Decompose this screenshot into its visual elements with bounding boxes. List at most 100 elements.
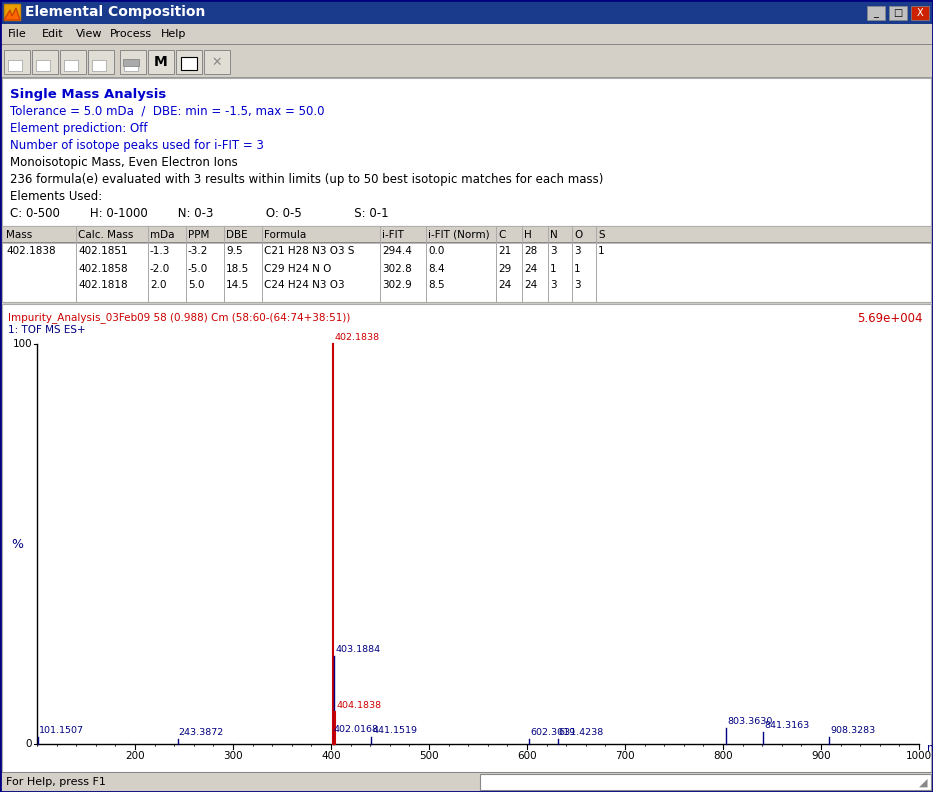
Text: 302.9: 302.9 <box>382 280 411 291</box>
Text: H: H <box>524 230 532 239</box>
Text: Elemental Composition: Elemental Composition <box>25 5 205 19</box>
Text: mDa: mDa <box>150 230 174 239</box>
Text: 900: 900 <box>811 751 830 761</box>
Bar <box>8 60 22 71</box>
Text: M: M <box>154 55 168 69</box>
Text: 8.5: 8.5 <box>428 280 445 291</box>
Bar <box>0 77 933 78</box>
Text: %: % <box>11 538 23 550</box>
Text: 0: 0 <box>25 739 32 749</box>
Text: 700: 700 <box>615 751 634 761</box>
Text: Elements Used:: Elements Used: <box>10 190 103 203</box>
Text: C: C <box>498 230 506 239</box>
Text: 18.5: 18.5 <box>226 264 249 273</box>
Text: 1: TOF MS ES+: 1: TOF MS ES+ <box>8 325 86 335</box>
Bar <box>60 50 86 74</box>
Polygon shape <box>4 8 20 20</box>
Bar <box>889 6 907 20</box>
Text: m/z: m/z <box>927 743 933 753</box>
Text: Monoisotopic Mass, Even Electron Ions: Monoisotopic Mass, Even Electron Ions <box>10 156 238 169</box>
Text: 200: 200 <box>125 751 145 761</box>
Text: 441.1519: 441.1519 <box>372 725 417 735</box>
Text: N: N <box>550 230 558 239</box>
Bar <box>64 60 78 71</box>
Text: Number of isotope peaks used for i-FIT = 3: Number of isotope peaks used for i-FIT =… <box>10 139 264 152</box>
Text: 101.1507: 101.1507 <box>39 725 84 735</box>
Text: 602.3019: 602.3019 <box>530 728 576 737</box>
Bar <box>148 50 174 74</box>
Text: □: □ <box>894 8 902 18</box>
Bar <box>32 50 58 74</box>
Text: Element prediction: Off: Element prediction: Off <box>10 122 147 135</box>
Text: 403.1884: 403.1884 <box>335 645 381 654</box>
Text: PPM: PPM <box>188 230 209 239</box>
Text: 5.0: 5.0 <box>188 280 204 291</box>
Text: 28: 28 <box>524 246 537 257</box>
Text: 908.3283: 908.3283 <box>830 725 875 735</box>
Text: 9.5: 9.5 <box>226 246 243 257</box>
Text: 5.69e+004: 5.69e+004 <box>857 312 923 325</box>
Text: -2.0: -2.0 <box>150 264 170 273</box>
Text: S: S <box>598 230 605 239</box>
Bar <box>0 77 933 78</box>
Bar <box>120 50 146 74</box>
Text: ✕: ✕ <box>212 55 222 68</box>
Text: 803.3630: 803.3630 <box>728 717 773 726</box>
Bar <box>480 774 931 790</box>
Bar <box>2 304 931 772</box>
Text: View: View <box>76 29 103 39</box>
Bar <box>176 50 202 74</box>
Text: C29 H24 N O: C29 H24 N O <box>264 264 331 273</box>
Text: 14.5: 14.5 <box>226 280 249 291</box>
Bar <box>0 44 933 45</box>
Text: 24: 24 <box>524 280 537 291</box>
Bar <box>0 24 933 44</box>
Text: 402.0168: 402.0168 <box>334 725 379 734</box>
Text: 3: 3 <box>574 280 580 291</box>
Text: -3.2: -3.2 <box>188 246 208 257</box>
Text: 400: 400 <box>321 751 341 761</box>
Text: Impurity_Analysis_03Feb09 58 (0.988) Cm (58:60-(64:74+38:51)): Impurity_Analysis_03Feb09 58 (0.988) Cm … <box>8 312 351 323</box>
Text: 3: 3 <box>550 246 557 257</box>
Text: Help: Help <box>160 29 186 39</box>
Text: _: _ <box>873 8 879 18</box>
Text: 243.3872: 243.3872 <box>178 728 224 737</box>
Text: 402.1838: 402.1838 <box>334 333 380 342</box>
Bar <box>0 772 933 773</box>
Text: C21 H28 N3 O3 S: C21 H28 N3 O3 S <box>264 246 355 257</box>
Text: -1.3: -1.3 <box>150 246 171 257</box>
Bar <box>123 59 139 66</box>
Text: 600: 600 <box>517 751 536 761</box>
Bar <box>88 50 114 74</box>
Text: 300: 300 <box>223 751 243 761</box>
Text: C: 0-500        H: 0-1000        N: 0-3              O: 0-5              S: 0-1: C: 0-500 H: 0-1000 N: 0-3 O: 0-5 S: 0-1 <box>10 207 389 220</box>
Text: 3: 3 <box>550 280 557 291</box>
Text: 1000: 1000 <box>906 751 932 761</box>
Text: 631.4238: 631.4238 <box>559 728 604 737</box>
Bar <box>911 6 929 20</box>
Text: Formula: Formula <box>264 230 306 239</box>
Text: 500: 500 <box>419 751 439 761</box>
Bar <box>181 57 197 70</box>
Text: 294.4: 294.4 <box>382 246 411 257</box>
Text: DBE: DBE <box>226 230 247 239</box>
Text: ◢: ◢ <box>918 778 927 788</box>
Text: 21: 21 <box>498 246 511 257</box>
Text: For Help, press F1: For Help, press F1 <box>6 777 105 787</box>
Text: Process: Process <box>110 29 152 39</box>
Bar <box>124 60 138 71</box>
Text: 404.1838: 404.1838 <box>336 701 382 710</box>
Text: X: X <box>917 8 924 18</box>
Text: 2.0: 2.0 <box>150 280 166 291</box>
Text: 402.1858: 402.1858 <box>78 264 128 273</box>
Bar <box>2 78 931 226</box>
Text: O: O <box>574 230 582 239</box>
Text: Mass: Mass <box>6 230 33 239</box>
Text: 236 formula(e) evaluated with 3 results within limits (up to 50 best isotopic ma: 236 formula(e) evaluated with 3 results … <box>10 173 604 186</box>
Bar <box>204 50 230 74</box>
Text: i-FIT: i-FIT <box>382 230 404 239</box>
Bar <box>92 60 106 71</box>
Text: 1: 1 <box>598 246 605 257</box>
Text: 402.1838: 402.1838 <box>6 246 56 257</box>
Text: Edit: Edit <box>42 29 63 39</box>
